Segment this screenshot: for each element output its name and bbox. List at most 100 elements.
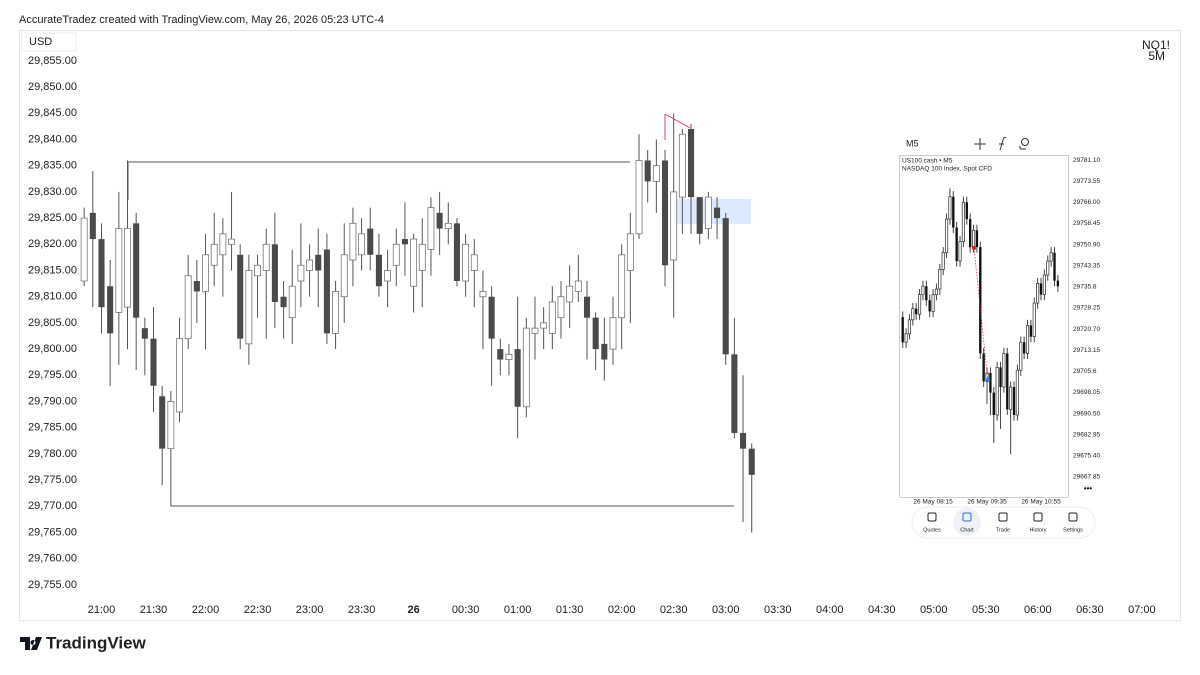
candle-body: [731, 354, 738, 433]
candle-body: [601, 343, 608, 360]
nav-label[interactable]: Quotes: [923, 527, 941, 533]
x-tick-label: 23:30: [348, 604, 376, 616]
y-tick-label: 29,760.00: [28, 553, 77, 565]
y-tick-label: 29,850.00: [28, 81, 77, 93]
y-tick-label: 29758.45: [1073, 220, 1100, 227]
x-tick-label: 26 May 10:55: [1021, 499, 1061, 506]
y-tick-label: 29698.05: [1073, 389, 1100, 396]
y-tick-label: 29705.6: [1073, 368, 1097, 375]
nav-icon: [998, 512, 1008, 522]
y-tick-label: 29,770.00: [28, 500, 77, 512]
candle-body: [661, 160, 669, 266]
crosshair-icon: [974, 138, 986, 150]
candle-body: [958, 241, 962, 262]
candle-body: [453, 223, 460, 281]
candle-body: [401, 239, 408, 245]
candle-body: [392, 243, 400, 266]
candle-body: [901, 317, 904, 343]
candle-body: [358, 233, 366, 256]
candle-body: [975, 230, 979, 248]
nav-label[interactable]: History: [1029, 527, 1046, 533]
y-tick-label: 29,855.00: [28, 55, 77, 67]
candle-body: [982, 353, 985, 382]
x-tick-label: 00:30: [452, 604, 480, 616]
inset-toolbar-icons: [974, 136, 1029, 151]
candle-body: [1012, 387, 1016, 415]
nav-label[interactable]: Settings: [1063, 527, 1083, 533]
y-tick-label: 29,825.00: [28, 212, 77, 224]
candle-body: [280, 296, 287, 308]
candle-body: [748, 448, 755, 475]
x-tick-label: 02:00: [608, 604, 636, 616]
x-tick-label: 01:00: [504, 604, 532, 616]
candle-body: [934, 288, 939, 296]
candle-body: [219, 233, 227, 256]
candle-body: [315, 254, 322, 271]
logo: TradingView: [20, 633, 147, 652]
x-tick-label: 06:00: [1024, 604, 1052, 616]
nav-icon: [927, 512, 937, 522]
x-tick-label: 21:00: [88, 604, 116, 616]
candle-body: [1025, 325, 1030, 354]
candle-body: [141, 328, 148, 339]
candle-body: [271, 244, 278, 302]
candle-body: [367, 228, 374, 255]
candle-body: [418, 243, 426, 271]
y-tick-label: 29728.25: [1073, 305, 1100, 312]
y-tick-label: 29743.35: [1073, 262, 1100, 269]
interval: 5M: [1148, 49, 1165, 63]
candle-body: [124, 228, 131, 308]
symbol: NQ1!: [1142, 38, 1170, 52]
x-tick-label: 26: [407, 604, 419, 616]
candle-body: [999, 367, 1002, 388]
x-tick-label: 04:00: [816, 604, 844, 616]
candle-body: [548, 301, 556, 334]
candle-body: [678, 133, 686, 198]
candle-body: [583, 296, 591, 318]
main-chart: 29,855.00 29,850.00 29,845.00 29,840.00 29,8…: [28, 55, 1156, 616]
candle-body: [696, 197, 703, 234]
x-tick-label: 22:00: [192, 604, 220, 616]
x-tick-label: 23:00: [296, 604, 324, 616]
logo-icon: [20, 637, 42, 650]
candle-body: [1039, 283, 1043, 295]
y-tick-label: 29,805.00: [28, 317, 77, 329]
nav-icon: [1068, 512, 1078, 522]
candle-body: [340, 254, 348, 298]
candle-body: [1029, 325, 1033, 337]
y-tick-label: 29,775.00: [28, 474, 77, 486]
candle-body: [150, 338, 157, 386]
inset-panel: [897, 132, 1107, 546]
candle-body: [995, 367, 999, 416]
candle-body: [80, 217, 88, 282]
x-tick-label: 22:30: [244, 604, 272, 616]
y-tick-label: 29,795.00: [28, 369, 77, 381]
candle-body: [470, 254, 478, 271]
candle-body: [944, 218, 949, 254]
candle-body: [288, 285, 296, 319]
candle-body: [952, 196, 955, 228]
inset-more[interactable]: •••: [1084, 484, 1093, 493]
candle-body: [670, 191, 678, 261]
y-tick-label: 29682.95: [1073, 431, 1100, 438]
candle-body: [254, 264, 261, 277]
candle-body: [557, 296, 565, 319]
candle-body: [989, 373, 992, 393]
candle-body: [1009, 386, 1013, 410]
candle-body: [904, 333, 908, 343]
logo-text: TradingView: [46, 633, 147, 652]
candle-body: [722, 218, 729, 355]
inset-description: NASDAQ 100 Index, Spot CFD: [902, 166, 992, 173]
candle-body: [971, 229, 976, 248]
candle-body: [167, 401, 175, 450]
candle-body: [410, 238, 418, 287]
candle-body: [907, 319, 912, 335]
candle-body: [228, 238, 235, 245]
y-tick-label: 29,790.00: [28, 395, 77, 407]
candle-body: [1002, 353, 1006, 388]
candle-body: [931, 294, 935, 312]
candle-body: [245, 270, 253, 345]
nav-label[interactable]: Chart: [960, 527, 974, 533]
candle-body: [1053, 252, 1056, 281]
nav-label[interactable]: Trade: [996, 527, 1010, 533]
